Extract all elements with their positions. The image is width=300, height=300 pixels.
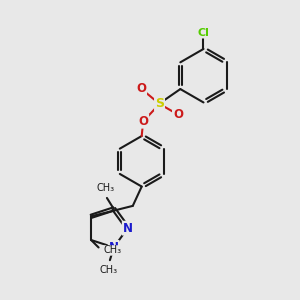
- Text: CH₃: CH₃: [99, 265, 118, 275]
- Text: CH₃: CH₃: [103, 245, 121, 256]
- Text: N: N: [123, 222, 133, 235]
- Text: O: O: [136, 82, 146, 95]
- Text: N: N: [109, 241, 119, 254]
- Text: O: O: [173, 108, 183, 121]
- Text: O: O: [138, 115, 148, 128]
- Text: CH₃: CH₃: [96, 184, 115, 194]
- Text: S: S: [155, 98, 164, 110]
- Text: Cl: Cl: [198, 28, 209, 38]
